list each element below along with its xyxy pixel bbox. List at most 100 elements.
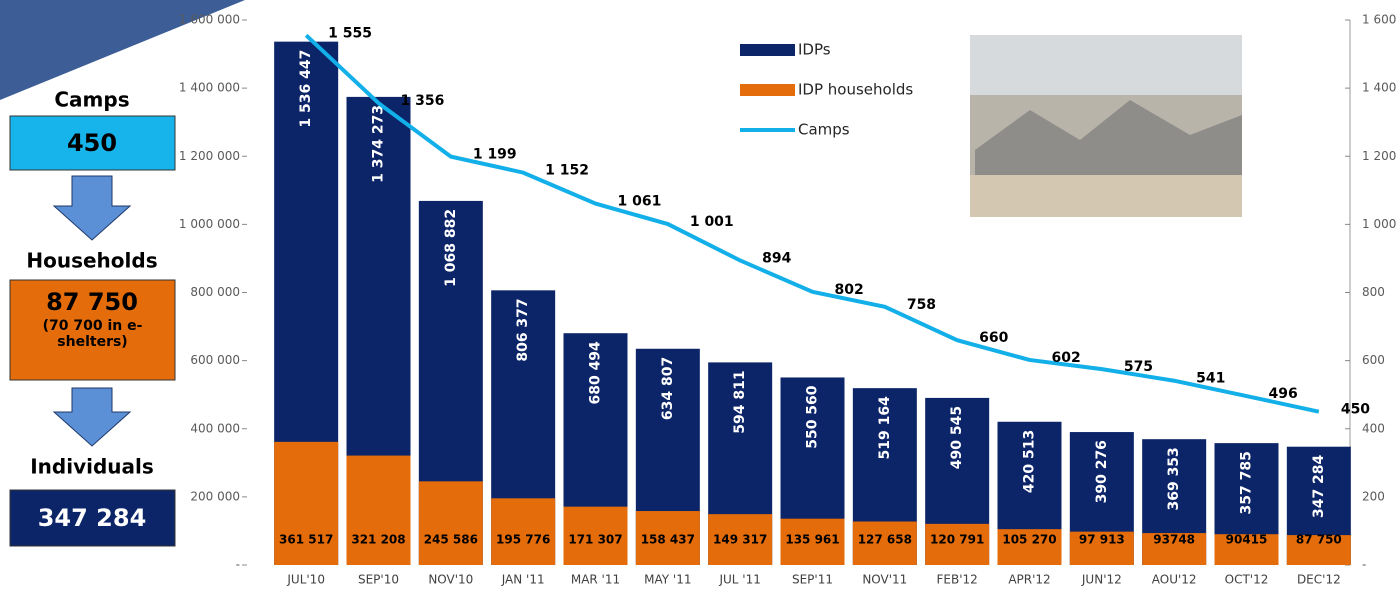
x-tick-label: FEB'12: [937, 573, 978, 587]
households-label: Households: [26, 249, 157, 273]
y2-tick-label: 400: [1362, 421, 1385, 435]
point-label: 660: [979, 330, 1008, 346]
legend-swatch: [740, 84, 795, 96]
bar-label: 1 536 447: [298, 50, 314, 128]
x-tick-label: JUL '11: [718, 573, 760, 587]
individuals-value: 347 284: [38, 504, 147, 532]
bar-label: 93748: [1153, 533, 1195, 547]
x-tick-label: MAY '11: [644, 573, 691, 587]
bar-label: 120 791: [930, 533, 984, 547]
camps-value: 450: [67, 129, 117, 157]
point-label: 1 555: [328, 25, 372, 41]
households-note-box: (70 700 in e-shelters): [42, 318, 143, 350]
legend-swatch: [740, 44, 795, 56]
point-label: 758: [907, 297, 936, 313]
bar-label: 127 658: [858, 533, 912, 547]
bar-label: 87 750: [1296, 533, 1342, 547]
y2-tick-label: 600: [1362, 353, 1385, 367]
bar: [1286, 535, 1351, 565]
point-label: 602: [1052, 350, 1081, 366]
bar-label: 369 353: [1166, 447, 1182, 510]
y-tick-label: 1 000 000: [179, 217, 240, 231]
households-box: [9, 279, 176, 381]
arrow: [52, 175, 132, 241]
bar: [563, 506, 628, 565]
point-label: 541: [1196, 371, 1225, 387]
bar-label: 357 785: [1239, 451, 1255, 514]
camps-label: Camps: [54, 88, 129, 112]
bar-label: 680 494: [588, 341, 604, 405]
y2-tick-label: 1 600: [1362, 13, 1396, 27]
point-label: 1 152: [545, 163, 589, 179]
x-tick-label: OCT'12: [1225, 573, 1269, 587]
bar-label: 90415: [1226, 533, 1268, 547]
bar-label: 1 068 882: [443, 209, 459, 287]
legend-label: IDPs: [798, 41, 831, 59]
x-tick-label: NOV'10: [428, 573, 473, 587]
legend-label: Camps: [798, 121, 850, 139]
bar: [708, 514, 773, 565]
point-label: 1 001: [690, 214, 734, 230]
bar: [925, 523, 990, 565]
bar-label: 245 586: [424, 533, 478, 547]
bar-label: 490 545: [949, 406, 965, 469]
x-tick-label: JUN'12: [1081, 573, 1122, 587]
bar-label: 195 776: [496, 533, 550, 547]
households-note: (70 700 in e-shelters): [42, 318, 143, 350]
photo: [970, 35, 1242, 217]
bar-label: 420 513: [1022, 430, 1038, 493]
camps-box: [9, 115, 176, 171]
corner-decoration: [0, 0, 245, 100]
bar-label: 105 270: [1002, 533, 1056, 547]
bar-label: 158 437: [641, 533, 695, 547]
bar-label: 347 284: [1311, 454, 1327, 518]
x-tick-label: DEC'12: [1297, 573, 1341, 587]
y-tick-label: 400 000: [190, 421, 240, 435]
bar: [274, 441, 339, 565]
y-tick-label: 1 200 000: [179, 149, 240, 163]
y2-tick-label: 1 400: [1362, 81, 1396, 95]
arrow: [52, 387, 132, 447]
bar-label: 519 164: [877, 396, 893, 460]
point-label: 1 199: [473, 147, 517, 163]
point-label: 450: [1341, 402, 1370, 418]
x-tick-label: NOV'11: [862, 573, 907, 587]
bar: [780, 518, 845, 565]
x-tick-label: JAN '11: [501, 573, 545, 587]
bar-label: 97 913: [1079, 533, 1125, 547]
bar-label: 361 517: [279, 533, 333, 547]
point-label: 575: [1124, 359, 1153, 375]
bar: [346, 455, 411, 565]
bar: [418, 481, 483, 565]
y-tick-label: 1 400 000: [179, 81, 240, 95]
bar-label: 321 208: [351, 533, 405, 547]
bar: [635, 511, 700, 565]
households-value: 87 750: [46, 288, 138, 316]
point-label: 496: [1269, 386, 1298, 402]
point-label: 802: [835, 282, 864, 298]
bar: [1069, 531, 1134, 565]
legend-label: IDP households: [798, 81, 913, 99]
individuals-box: [9, 489, 176, 547]
y2-tick-label: -: [1362, 558, 1366, 572]
bar-label: 390 276: [1094, 440, 1110, 503]
y-tick-label: 1 600 000: [179, 13, 240, 27]
bar-label: 594 811: [732, 370, 748, 433]
y-tick-label: 200 000: [190, 489, 240, 503]
x-tick-label: SEP'11: [792, 573, 833, 587]
y2-tick-label: 200: [1362, 489, 1385, 503]
bar: [852, 521, 917, 565]
y2-tick-label: 800: [1362, 285, 1385, 299]
y-tick-label: 600 000: [190, 353, 240, 367]
bar-label: 149 317: [713, 533, 767, 547]
line: [304, 33, 1320, 414]
y2-tick-label: 1 200: [1362, 149, 1396, 163]
y2-tick-label: 1 000: [1362, 217, 1396, 231]
bar-label: 806 377: [515, 298, 531, 361]
bar: [1142, 533, 1207, 565]
y-tick-label: 800 000: [190, 285, 240, 299]
y-tick-label: -: [236, 558, 240, 572]
bar: [997, 529, 1062, 565]
